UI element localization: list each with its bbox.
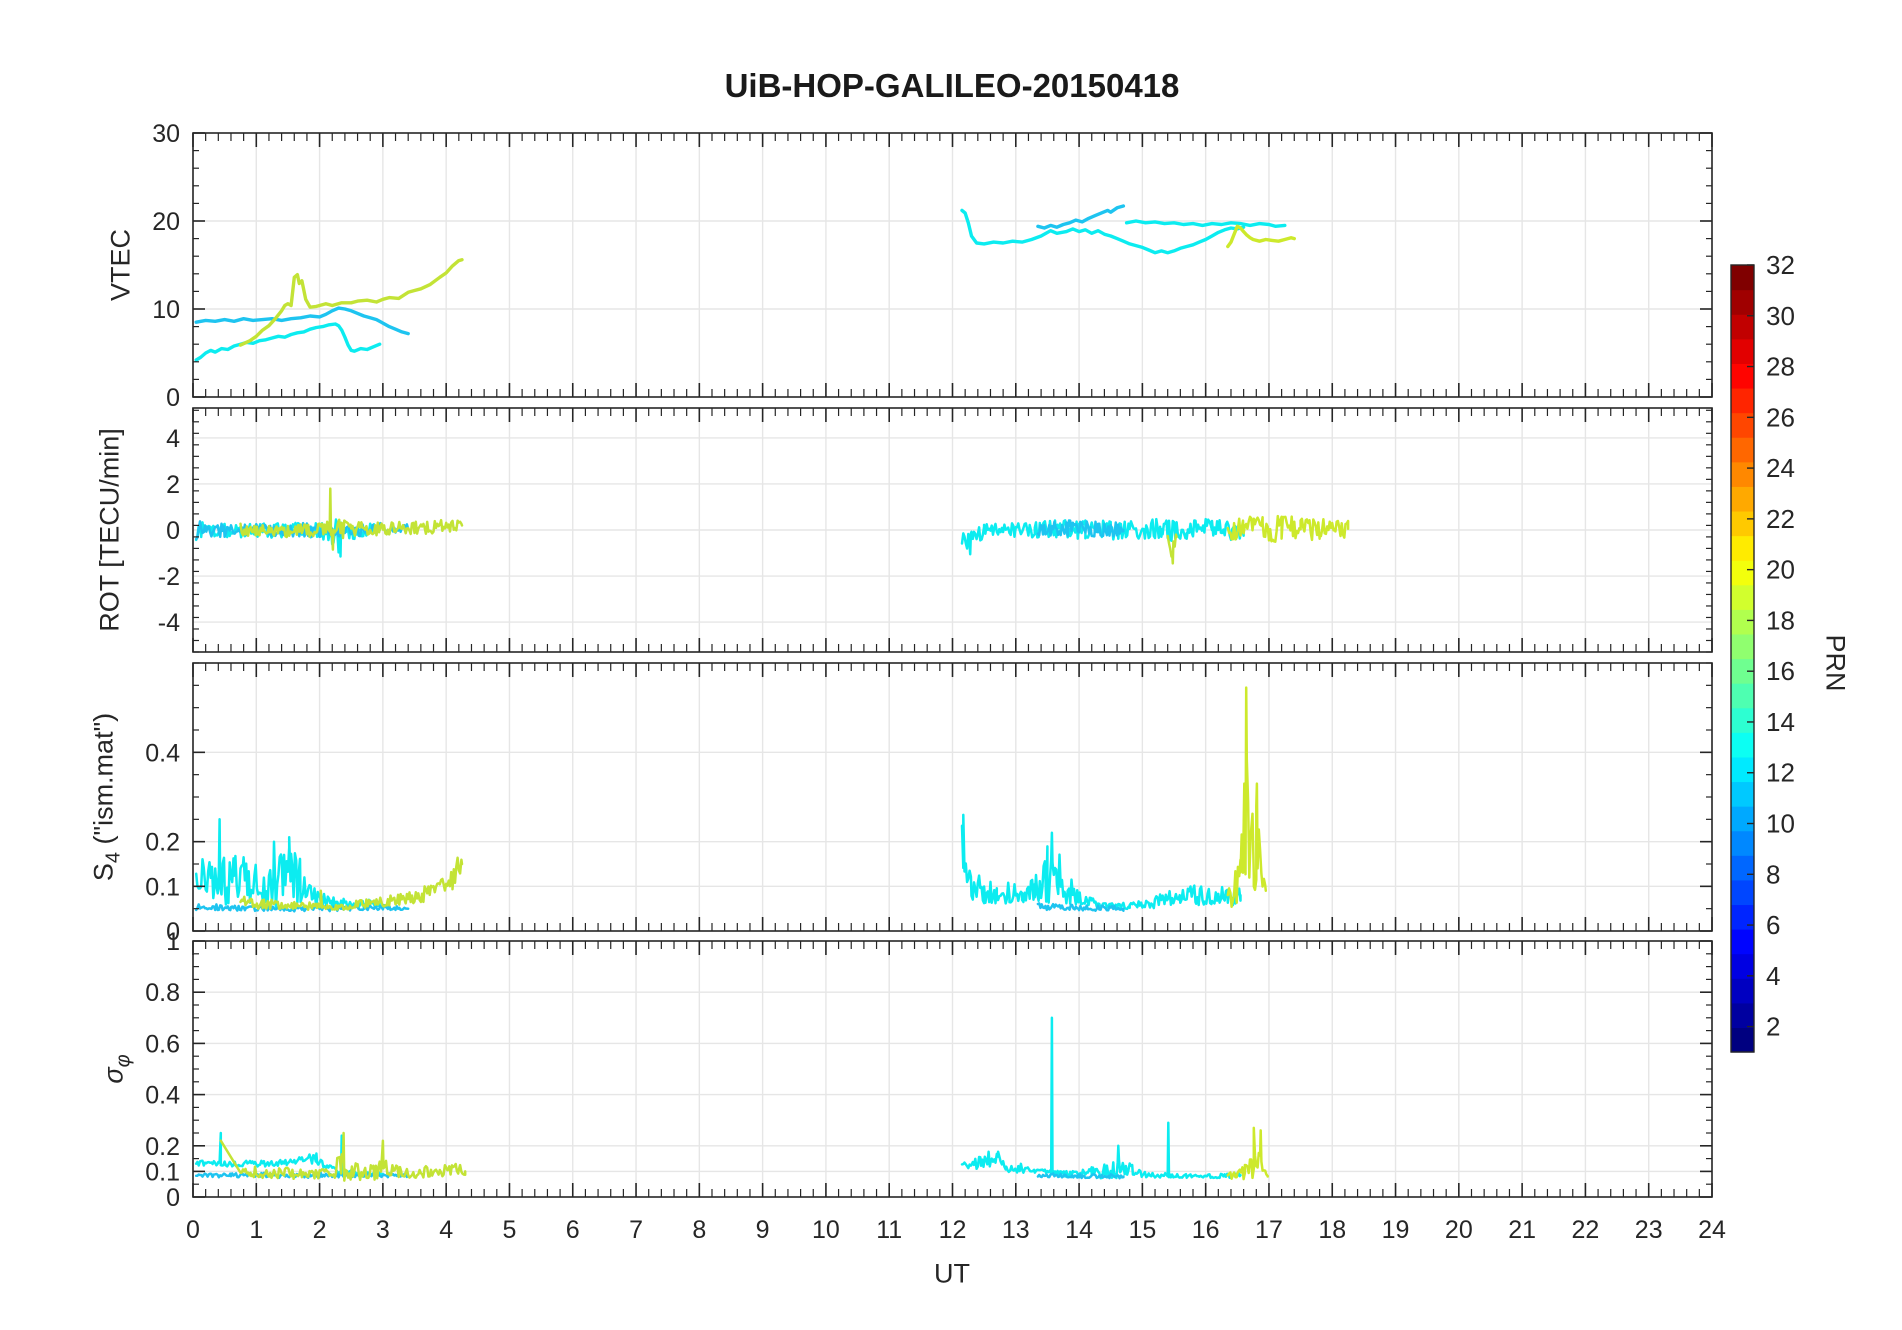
svg-text:18: 18: [1766, 605, 1795, 635]
svg-text:22: 22: [1766, 504, 1795, 534]
svg-text:24: 24: [1698, 1216, 1726, 1244]
svg-text:2: 2: [1766, 1012, 1780, 1042]
ylabel-s4-sub: 4: [102, 852, 125, 864]
ylabel-vtec-text: VTEC: [105, 228, 136, 302]
svg-text:0.2: 0.2: [145, 829, 180, 857]
ylabel-sigma-main: σ: [98, 1067, 129, 1084]
svg-text:-4: -4: [158, 609, 180, 637]
svg-text:-2: -2: [158, 563, 180, 591]
ylabel-s4-main: S: [88, 863, 119, 882]
svg-text:19: 19: [1382, 1216, 1410, 1244]
svg-text:0.2: 0.2: [145, 1133, 180, 1161]
svg-text:32: 32: [1766, 250, 1795, 280]
svg-text:0.1: 0.1: [145, 1158, 180, 1186]
svg-text:30: 30: [1766, 301, 1795, 331]
svg-text:8: 8: [1766, 859, 1780, 889]
svg-text:10: 10: [1766, 809, 1795, 839]
svg-text:20: 20: [1766, 555, 1795, 585]
svg-text:30: 30: [152, 120, 180, 148]
svg-text:14: 14: [1766, 707, 1795, 737]
svg-text:16: 16: [1766, 656, 1795, 686]
svg-text:0: 0: [166, 1184, 180, 1212]
svg-text:0.1: 0.1: [145, 873, 180, 901]
svg-text:9: 9: [756, 1216, 770, 1244]
svg-text:17: 17: [1255, 1216, 1283, 1244]
svg-text:8: 8: [692, 1216, 706, 1244]
svg-text:12: 12: [939, 1216, 967, 1244]
svg-text:10: 10: [152, 296, 180, 324]
svg-text:14: 14: [1065, 1216, 1093, 1244]
svg-text:2: 2: [166, 471, 180, 499]
svg-text:26: 26: [1766, 402, 1795, 432]
svg-text:0: 0: [166, 918, 180, 946]
svg-text:16: 16: [1192, 1216, 1220, 1244]
ylabel-sigma-phi: σφ: [99, 1054, 136, 1083]
ylabel-s4-rest: ("ism.mat"): [88, 712, 119, 853]
svg-text:0.4: 0.4: [145, 1082, 180, 1110]
svg-text:6: 6: [1766, 910, 1780, 940]
svg-text:3: 3: [376, 1216, 390, 1244]
svg-text:10: 10: [812, 1216, 840, 1244]
ylabel-sigma-sub: φ: [112, 1054, 135, 1068]
svg-text:0: 0: [186, 1216, 200, 1244]
ylabel-rot: ROT [TECU/min]: [95, 428, 126, 632]
svg-text:7: 7: [629, 1216, 643, 1244]
ylabel-vtec: VTEC: [106, 229, 137, 301]
xlabel-ut: UT: [934, 1258, 970, 1289]
svg-text:0.8: 0.8: [145, 979, 180, 1007]
svg-text:23: 23: [1635, 1216, 1663, 1244]
svg-text:11: 11: [876, 1216, 902, 1244]
svg-text:0: 0: [166, 384, 180, 412]
svg-text:15: 15: [1128, 1216, 1156, 1244]
svg-text:1: 1: [249, 1216, 263, 1244]
svg-text:0: 0: [166, 517, 180, 545]
svg-text:20: 20: [152, 208, 180, 236]
svg-text:6: 6: [566, 1216, 580, 1244]
ylabel-rot-text: ROT [TECU/min]: [94, 428, 125, 632]
svg-text:4: 4: [166, 425, 180, 453]
svg-text:28: 28: [1766, 352, 1795, 382]
svg-text:0.6: 0.6: [145, 1030, 180, 1058]
svg-text:4: 4: [439, 1216, 453, 1244]
svg-text:1: 1: [166, 928, 180, 956]
svg-text:21: 21: [1508, 1216, 1536, 1244]
svg-text:13: 13: [1002, 1216, 1030, 1244]
chart-title: UiB-HOP-GALILEO-20150418: [724, 67, 1180, 104]
svg-text:2: 2: [313, 1216, 327, 1244]
svg-text:0.4: 0.4: [145, 739, 180, 767]
colorbar-label-prn: PRN: [1820, 634, 1851, 692]
svg-text:18: 18: [1318, 1216, 1346, 1244]
ylabel-s4: S4 ("ism.mat"): [89, 713, 126, 881]
svg-text:5: 5: [503, 1216, 517, 1244]
svg-text:4: 4: [1766, 961, 1780, 991]
svg-text:22: 22: [1572, 1216, 1600, 1244]
svg-text:12: 12: [1766, 758, 1795, 788]
svg-text:20: 20: [1445, 1216, 1473, 1244]
svg-text:24: 24: [1766, 453, 1795, 483]
